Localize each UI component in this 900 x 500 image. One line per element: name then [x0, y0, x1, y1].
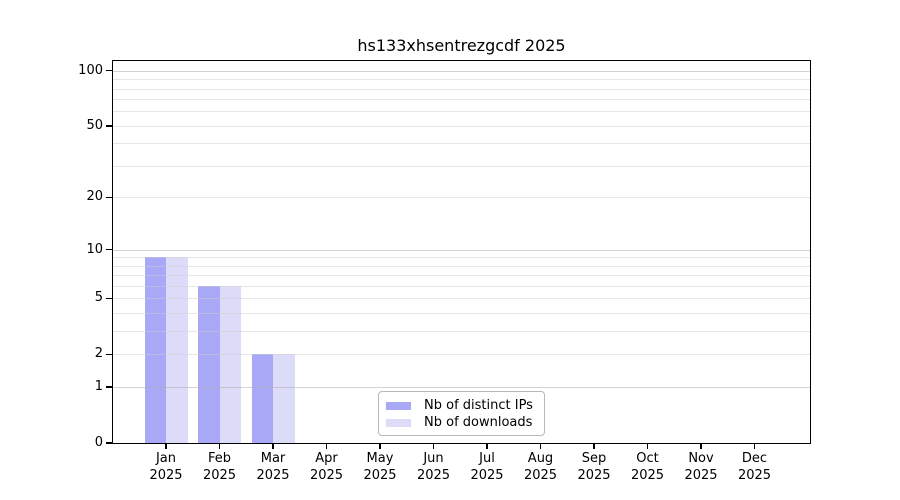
bar-feb-downloads	[219, 286, 241, 443]
y-tick-label: 1	[94, 379, 103, 395]
legend-label: Nb of distinct IPs	[424, 398, 533, 413]
x-tick-label: Oct 2025	[630, 451, 665, 483]
x-tick-mark	[700, 444, 702, 449]
bar-mar-distinct-ips	[251, 354, 273, 443]
x-tick-mark	[432, 444, 435, 449]
x-tick-mark	[486, 444, 488, 449]
x-tick-label: Feb 2025	[202, 451, 237, 483]
x-tick-label: Dec 2025	[737, 451, 772, 483]
y-tick-label: 20	[86, 189, 103, 205]
y-tick-mark	[106, 248, 112, 251]
y-tick-label: 2	[94, 346, 103, 362]
x-tick-label: Apr 2025	[309, 451, 344, 483]
y-tick-mark	[106, 125, 112, 127]
x-tick-label: Jul 2025	[470, 451, 504, 483]
y-tick-label: 100	[78, 62, 103, 78]
x-tick-mark	[379, 444, 381, 449]
y-tick-mark	[106, 442, 112, 444]
y-tick-mark	[106, 386, 112, 388]
y-tick-label: 0	[94, 435, 103, 450]
x-tick-label: Jan 2025	[149, 451, 183, 483]
x-tick-mark	[165, 444, 167, 449]
y-tick-label: 10	[86, 241, 103, 257]
x-tick-mark	[593, 444, 595, 449]
y-tick-mark	[106, 353, 112, 356]
x-tick-mark	[218, 444, 221, 449]
legend-item: Nb of distinct IPs	[386, 397, 536, 414]
legend: Nb of distinct IPs Nb of downloads	[378, 391, 545, 436]
bar-jan-downloads	[166, 257, 188, 443]
legend-swatch-distinct-ips	[386, 401, 411, 410]
y-tick-label: 5	[94, 290, 103, 306]
legend-swatch-downloads	[386, 418, 411, 427]
legend-label: Nb of downloads	[424, 415, 533, 430]
x-tick-label: Nov 2025	[684, 451, 718, 483]
bar-jan-distinct-ips	[144, 257, 166, 443]
x-tick-mark	[325, 444, 328, 449]
y-tick-mark	[106, 196, 112, 199]
y-tick-mark	[106, 70, 112, 72]
x-tick-mark	[646, 444, 649, 449]
x-tick-mark	[272, 444, 274, 449]
x-tick-label: Jun 2025	[416, 451, 451, 483]
y-tick-label: 50	[86, 117, 103, 133]
y-tick-mark	[106, 297, 112, 300]
x-tick-label: Sep 2025	[577, 451, 611, 483]
legend-item: Nb of downloads	[386, 414, 536, 431]
bars-layer	[113, 61, 810, 443]
x-tick-label: May 2025	[363, 451, 397, 483]
bar-feb-distinct-ips	[198, 286, 220, 443]
x-tick-mark	[753, 444, 756, 449]
chart-title: hs133xhsentrezgcdf 2025	[357, 36, 566, 55]
plot-area	[112, 60, 811, 444]
x-tick-label: Mar 2025	[256, 451, 290, 483]
x-tick-mark	[539, 444, 542, 449]
x-tick-label: Aug 2025	[523, 451, 558, 483]
bar-mar-downloads	[273, 354, 295, 443]
